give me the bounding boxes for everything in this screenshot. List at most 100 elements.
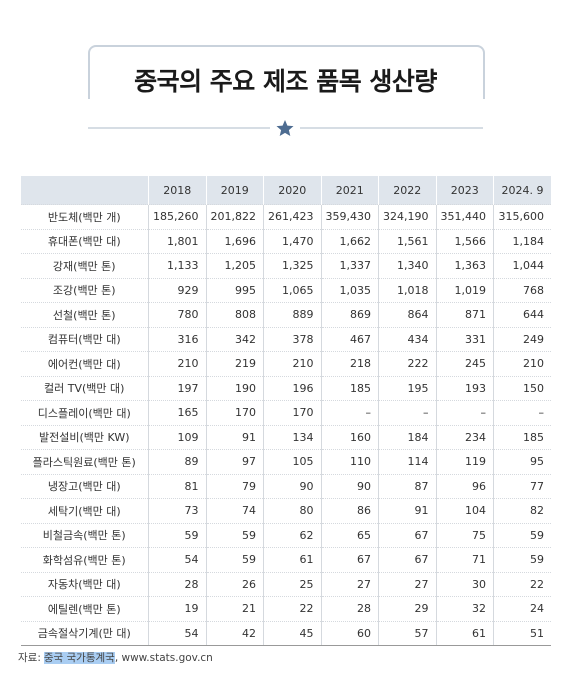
cell: 60 xyxy=(320,620,379,646)
source-organization: 중국 국가통계국 xyxy=(43,652,115,664)
cell: 864 xyxy=(378,302,436,327)
cell: 1,801 xyxy=(148,228,206,254)
cell: 30 xyxy=(435,571,494,597)
cell: 1,696 xyxy=(205,228,264,254)
cell: 28 xyxy=(148,571,206,597)
cell: 1,035 xyxy=(320,277,379,303)
header-cell: 2024. 9 xyxy=(493,176,551,205)
cell: 67 xyxy=(378,547,436,572)
cell: 67 xyxy=(320,547,379,572)
cell: 342 xyxy=(205,326,264,352)
cell: 51 xyxy=(493,620,551,646)
row-label: 금속절삭기계(만 대) xyxy=(20,620,149,646)
cell: 1,470 xyxy=(263,228,321,254)
cell: 644 xyxy=(493,302,551,327)
cell: 165 xyxy=(148,400,206,425)
row-label: 화학섬유(백만 톤) xyxy=(20,547,149,572)
cell: 195 xyxy=(378,375,436,401)
header-row: 2018 2019 2020 2021 2022 2023 2024. 9 xyxy=(20,176,551,205)
header-cell: 2019 xyxy=(205,176,264,205)
cell: 219 xyxy=(205,351,264,376)
cell: 184 xyxy=(378,424,436,450)
cell: 359,430 xyxy=(320,204,379,229)
cell: 1,133 xyxy=(148,253,206,278)
cell: 324,190 xyxy=(378,204,436,229)
row-label: 자동차(백만 대) xyxy=(20,571,149,597)
cell: 185 xyxy=(320,375,379,401)
row-label: 휴대폰(백만 대) xyxy=(20,228,149,254)
cell: 185,260 xyxy=(148,204,206,229)
cell: 929 xyxy=(148,277,206,303)
cell: 28 xyxy=(320,596,379,621)
cell: 82 xyxy=(493,498,551,523)
cell: 134 xyxy=(263,424,321,450)
cell: 74 xyxy=(205,498,264,523)
cell: – xyxy=(493,400,551,425)
cell: 86 xyxy=(320,498,379,523)
cell: 81 xyxy=(148,473,206,499)
cell: 351,440 xyxy=(435,204,494,229)
cell: 96 xyxy=(435,473,494,499)
cell: 808 xyxy=(205,302,264,327)
cell: – xyxy=(435,400,494,425)
row-label: 발전설비(백만 KW) xyxy=(20,424,149,450)
cell: 170 xyxy=(205,400,264,425)
row-label: 컴퓨터(백만 대) xyxy=(20,326,149,352)
table-row: 컬러 TV(백만 대) 197 190 196 185 195 193 150 xyxy=(20,375,551,401)
table-row: 에틸렌(백만 톤) 19 21 22 28 29 32 24 xyxy=(20,596,551,621)
cell: 104 xyxy=(435,498,494,523)
cell: 114 xyxy=(378,449,436,474)
cell: 24 xyxy=(493,596,551,621)
row-label: 냉장고(백만 대) xyxy=(20,473,149,499)
cell: 378 xyxy=(263,326,321,352)
cell: 119 xyxy=(435,449,494,474)
cell: 59 xyxy=(205,547,264,572)
cell: 27 xyxy=(378,571,436,597)
cell: 1,363 xyxy=(435,253,494,278)
cell: 91 xyxy=(205,424,264,450)
cell: 1,566 xyxy=(435,228,494,254)
cell: – xyxy=(320,400,379,425)
cell: 201,822 xyxy=(205,204,264,229)
cell: 1,340 xyxy=(378,253,436,278)
cell: 71 xyxy=(435,547,494,572)
title: 중국의 주요 제조 품목 생산량 xyxy=(134,67,437,96)
table-row: 디스플레이(백만 대) 165 170 170– – – – xyxy=(20,400,551,425)
cell: 210 xyxy=(148,351,206,376)
cell: 1,325 xyxy=(263,253,321,278)
table-row: 발전설비(백만 KW) 109 91 134 160 184 234 185 xyxy=(20,424,551,450)
table-row: 선철(백만 톤) 780 808 889 869 864 871 644 xyxy=(20,302,551,327)
cell: 780 xyxy=(148,302,206,327)
cell: 193 xyxy=(435,375,494,401)
row-label: 플라스틱원료(백만 톤) xyxy=(20,449,149,474)
table-row: 컴퓨터(백만 대) 316 342 378 467 434 331 249 xyxy=(20,326,551,352)
cell: 54 xyxy=(148,620,206,646)
table-row: 플라스틱원료(백만 톤) 89 97 105 110 114 119 95 xyxy=(20,449,551,474)
row-label: 세탁기(백만 대) xyxy=(20,498,149,523)
cell: 110 xyxy=(320,449,379,474)
row-label: 에틸렌(백만 톤) xyxy=(20,596,149,621)
table-row: 금속절삭기계(만 대) 54 42 45 60 57 61 51 xyxy=(20,620,551,646)
cell: 91 xyxy=(378,498,436,523)
cell: 210 xyxy=(493,351,551,376)
cell: 889 xyxy=(263,302,321,327)
table-row: 세탁기(백만 대) 73 74 80 86 91 104 82 xyxy=(20,498,551,523)
cell: 1,337 xyxy=(320,253,379,278)
cell: 61 xyxy=(263,547,321,572)
cell: 22 xyxy=(493,571,551,597)
header-cell: 2022 xyxy=(378,176,436,205)
cell: 185 xyxy=(493,424,551,450)
cell: 67 xyxy=(378,522,436,548)
cell: 218 xyxy=(320,351,379,376)
source: 자료: 중국 국가통계국, www.stats.gov.cn xyxy=(18,650,213,665)
cell: 27 xyxy=(320,571,379,597)
cell: 54 xyxy=(148,547,206,572)
header-cell: 2018 xyxy=(148,176,206,205)
cell: 19 xyxy=(148,596,206,621)
cell: 22 xyxy=(263,596,321,621)
table-row: 에어컨(백만 대) 210 219 210 218 222 245 210 xyxy=(20,351,551,376)
cell: 1,561 xyxy=(378,228,436,254)
cell: 65 xyxy=(320,522,379,548)
cell: 197 xyxy=(148,375,206,401)
cell: 79 xyxy=(205,473,264,499)
